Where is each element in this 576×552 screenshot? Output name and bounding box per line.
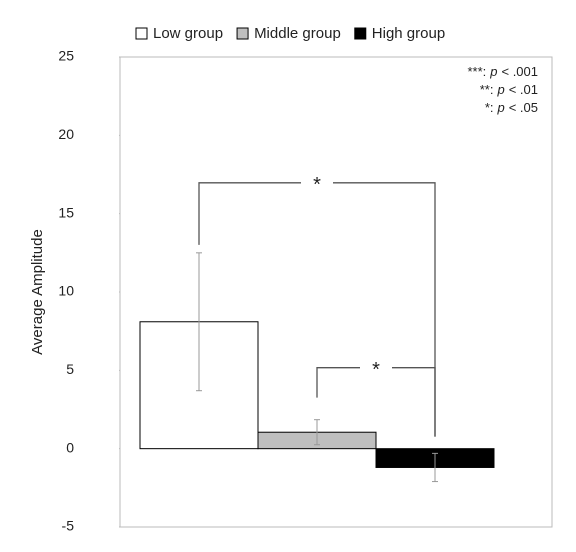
note: ***: p < .001 xyxy=(467,64,538,79)
y-tick-label: 15 xyxy=(58,204,74,220)
note-stars: *: xyxy=(485,100,494,115)
significance-label: * xyxy=(313,174,321,196)
note-italic: p xyxy=(496,100,504,115)
note: **: p < .01 xyxy=(480,82,538,97)
comparison-bracket xyxy=(198,182,436,437)
note-stars: **: xyxy=(480,82,494,97)
y-tick-label: 0 xyxy=(66,439,74,455)
note-rest: < .01 xyxy=(509,82,538,97)
note: *: p < .05 xyxy=(485,100,538,115)
significance-notes: ***: p < .001**: p < .01*: p < .05 xyxy=(467,64,538,115)
bracket-line xyxy=(316,367,436,437)
note-stars: ***: xyxy=(467,64,486,79)
y-axis-label: Average Amplitude xyxy=(29,229,46,355)
y-tick-label: 10 xyxy=(58,283,74,299)
legend-label: High group xyxy=(372,25,445,42)
note-italic: p xyxy=(496,82,504,97)
legend-label: Low group xyxy=(153,25,223,42)
significance-label: * xyxy=(372,359,380,381)
legend-swatch xyxy=(135,27,148,40)
comparison-bracket xyxy=(316,367,436,437)
y-tick-label: -5 xyxy=(62,518,75,534)
note-rest: < .001 xyxy=(501,64,538,79)
y-tick-label: 25 xyxy=(58,48,74,64)
legend-swatch xyxy=(236,27,249,40)
error-bar xyxy=(196,252,202,392)
y-tick-label: 5 xyxy=(66,361,74,377)
y-tick-label: 20 xyxy=(58,126,74,142)
note-rest: < .05 xyxy=(509,100,538,115)
note-italic: p xyxy=(489,64,497,79)
legend-swatch xyxy=(354,27,367,40)
error-bar xyxy=(314,419,320,446)
error-bar xyxy=(432,452,438,483)
bracket-line xyxy=(198,182,436,437)
legend-label: Middle group xyxy=(254,25,341,42)
